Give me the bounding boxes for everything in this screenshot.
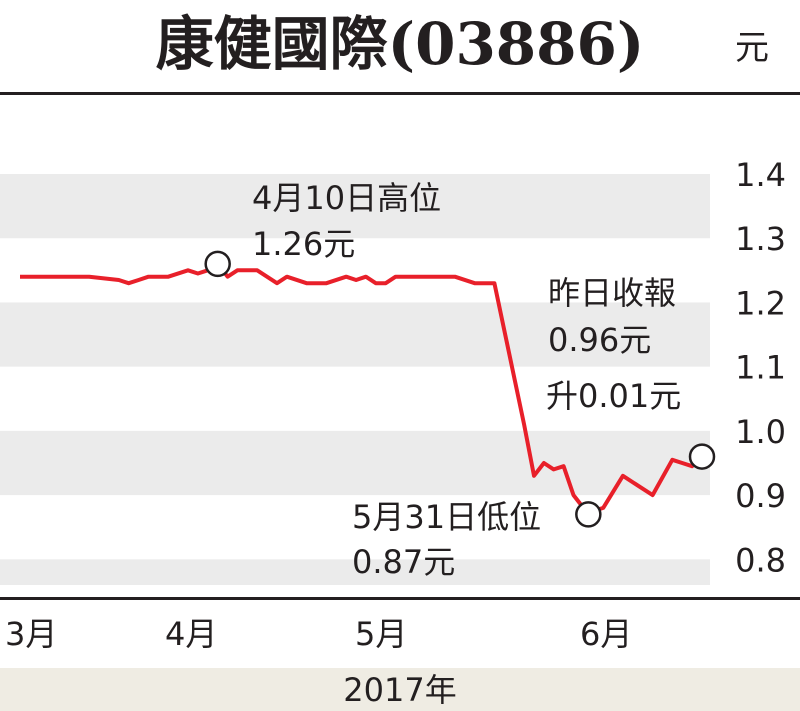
price-line — [20, 261, 702, 517]
unit-label: 元 — [735, 28, 769, 68]
y-tick-label: 1.2 — [735, 284, 786, 322]
marker-2 — [688, 443, 716, 470]
high-value: 1.26元 — [252, 225, 356, 263]
x-tick-jun: 6月 — [580, 615, 633, 653]
x-tick-apr: 4月 — [165, 615, 218, 653]
y-tick-labels: 1.4 1.3 1.2 1.1 1.0 0.9 0.8 — [735, 156, 786, 579]
y-tick-label: 0.8 — [735, 541, 786, 579]
year-label: 2017年 — [343, 671, 457, 709]
last-change: 升0.01元 — [546, 377, 682, 415]
last-close-value: 0.96元 — [548, 321, 652, 359]
low-label: 5月31日低位 — [352, 498, 542, 536]
y-tick-label: 1.4 — [735, 156, 786, 194]
top-rule — [0, 92, 800, 95]
high-label: 4月10日高位 — [252, 179, 442, 217]
grid-band — [0, 559, 710, 585]
y-tick-label: 1.0 — [735, 413, 786, 451]
y-tick-label: 0.9 — [735, 477, 786, 515]
marker-0 — [204, 250, 231, 278]
x-tick-mar: 3月 — [5, 615, 58, 653]
grid-band — [0, 430, 710, 496]
y-tick-label: 1.3 — [735, 220, 786, 258]
low-value: 0.87元 — [352, 543, 456, 581]
y-tick-label: 1.1 — [735, 349, 786, 387]
grid-bands — [0, 174, 710, 585]
x-tick-may: 5月 — [355, 615, 408, 653]
last-close-label: 昨日收報 — [548, 274, 677, 312]
year-band — [0, 668, 800, 711]
point-markers — [204, 250, 716, 528]
marker-1 — [575, 501, 602, 528]
chart-title: 康健國際(03886) — [155, 10, 645, 78]
grid-band — [0, 174, 710, 239]
grid-band — [0, 302, 710, 367]
axis-rule — [0, 597, 800, 600]
